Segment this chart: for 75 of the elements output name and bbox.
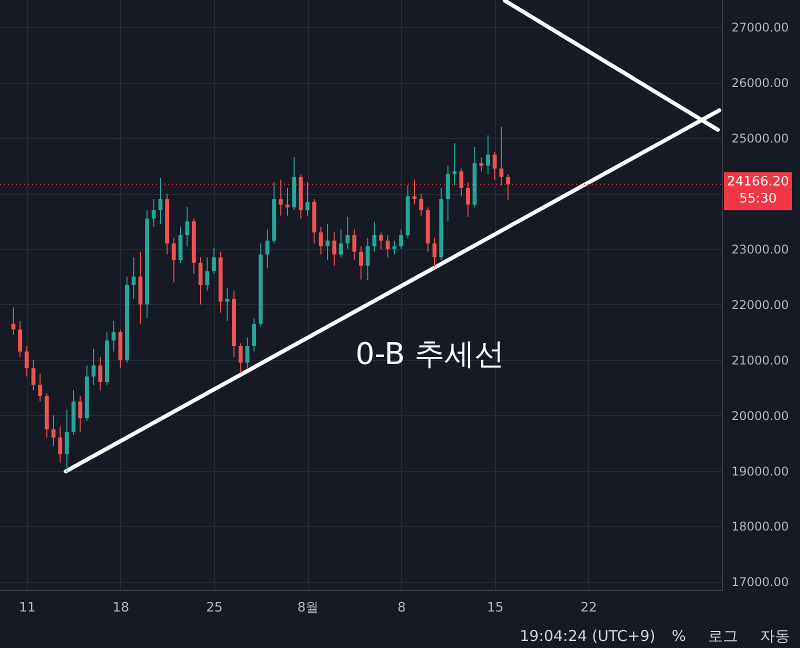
y-tick-label: 21000.00: [732, 353, 789, 368]
candlestick: [11, 306, 16, 336]
y-tick-label: 22000.00: [732, 298, 789, 312]
candlestick: [459, 168, 464, 197]
candlestick: [366, 237, 370, 281]
candlestick: [31, 359, 36, 391]
y-tick-label: 27000.00: [732, 20, 789, 35]
x-tick-label: 22: [580, 600, 598, 616]
annotation: 0-B 추세선: [356, 337, 504, 372]
text: 19:04:24 (UTC+9): [520, 627, 656, 645]
candlestick: [64, 409, 69, 472]
candlestick: [432, 237, 437, 268]
candlestick: [372, 221, 376, 252]
candlestick: [51, 414, 56, 446]
candlestick: [278, 179, 283, 216]
candlestick: [112, 320, 116, 352]
y-tick-label: 23000.00: [732, 242, 789, 256]
candlestick: [492, 151, 497, 180]
x-tick-label: 8: [397, 600, 406, 616]
candlestick: [318, 226, 323, 256]
candlestick: [185, 206, 190, 247]
candlestick: [506, 174, 510, 201]
candlestick: [18, 320, 22, 358]
candlestick: [332, 232, 336, 266]
y-tick-label: 18000.00: [732, 520, 789, 534]
y-tick-label: 26000.00: [732, 76, 789, 90]
y-tick-label: 25000.00: [732, 132, 789, 146]
candlestick: [198, 256, 203, 305]
x-tick-label: 25: [206, 600, 223, 616]
candlestick: [238, 342, 243, 374]
candlestick: [466, 182, 470, 218]
candlestick: [379, 232, 384, 250]
x-tick-label: 15: [486, 600, 504, 616]
candlestick: [346, 216, 350, 250]
candlestick: [132, 256, 136, 300]
candlestick: [152, 198, 156, 228]
x-tick-label: 8월: [297, 600, 319, 616]
candlestick: [326, 224, 330, 261]
x-tick-label: 18: [112, 600, 130, 616]
candlestick: [245, 337, 250, 369]
candlestick: [205, 256, 210, 292]
text: %: [672, 627, 686, 645]
candlestick: [265, 229, 270, 269]
candlestick: [419, 193, 424, 216]
candlestick: [38, 373, 42, 402]
ref-line-label: 24166.20 55:30: [726, 174, 790, 206]
candlestick: [306, 182, 310, 216]
text: 로그: [708, 627, 738, 645]
y-tick-label: 17000.00: [732, 575, 789, 590]
y-tick-label: 19000.00: [732, 464, 789, 478]
candlestick: [386, 234, 390, 258]
candlestick: [392, 240, 396, 256]
y-tick-label: 20000.00: [732, 408, 789, 423]
candlestick: [98, 356, 102, 391]
candlestick: [359, 246, 363, 280]
candlestick: [399, 229, 404, 250]
candlestick: [92, 348, 96, 386]
candlestick: [172, 237, 176, 283]
text: 자동: [760, 627, 790, 645]
candlestick: [212, 247, 216, 274]
candlestick: [24, 346, 29, 378]
candlestick: [452, 142, 457, 186]
candlestick: [252, 318, 256, 352]
candlestick: [412, 179, 416, 206]
candlestick: [352, 229, 356, 261]
x-tick-label: 11: [18, 600, 36, 616]
candlestick: [285, 187, 290, 216]
candlestick: [499, 126, 504, 186]
candlestick: [158, 178, 162, 225]
candlestick: [338, 229, 343, 258]
candlestick: [78, 395, 82, 432]
candlestick: [479, 156, 484, 172]
candlestick: [486, 134, 490, 175]
candlestick: [58, 426, 62, 463]
candlestick: [225, 287, 230, 322]
